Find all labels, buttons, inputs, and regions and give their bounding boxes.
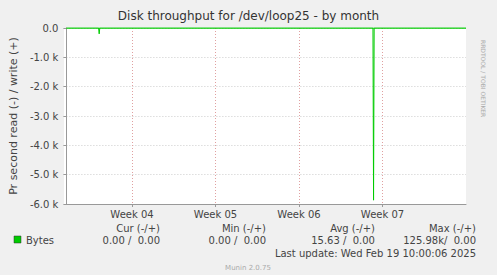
svg-text:-5.0 k: -5.0 k <box>30 169 59 180</box>
svg-text:Min (-/+): Min (-/+) <box>222 223 266 234</box>
svg-text:15.63 / 0.00: 15.63 / 0.00 <box>311 235 375 246</box>
svg-text:Week 07: Week 07 <box>361 209 404 220</box>
svg-text:Cur (-/+): Cur (-/+) <box>116 223 160 234</box>
svg-text:-1.0 k: -1.0 k <box>30 52 59 63</box>
svg-text:-4.0 k: -4.0 k <box>30 140 59 151</box>
svg-text:RRDTOOL / TOBI OETIKER: RRDTOOL / TOBI OETIKER <box>480 40 487 117</box>
svg-text:Disk throughput for /dev/loop2: Disk throughput for /dev/loop25 - by mon… <box>118 9 379 23</box>
svg-text:0.00 / 0.00: 0.00 / 0.00 <box>103 235 160 246</box>
svg-text:Munin 2.0.75: Munin 2.0.75 <box>225 264 271 272</box>
svg-text:0.00 / 0.00: 0.00 / 0.00 <box>209 235 266 246</box>
svg-text:Last update: Wed Feb 19 10:00:: Last update: Wed Feb 19 10:00:06 2025 <box>275 248 476 259</box>
svg-text:Max (-/+): Max (-/+) <box>429 223 476 234</box>
svg-text:-2.0 k: -2.0 k <box>30 81 59 92</box>
svg-text:125.98k/ 0.00: 125.98k/ 0.00 <box>403 235 476 246</box>
svg-text:-3.0 k: -3.0 k <box>30 111 59 122</box>
svg-text:Week 06: Week 06 <box>277 209 320 220</box>
svg-text:Pr second read (-) / write (+): Pr second read (-) / write (+) <box>7 37 20 195</box>
svg-text:-6.0 k: -6.0 k <box>30 199 59 210</box>
svg-text:Bytes: Bytes <box>26 235 54 246</box>
svg-text:Avg (-/+): Avg (-/+) <box>330 223 375 234</box>
svg-text:Week 05: Week 05 <box>194 209 237 220</box>
svg-text:Week 04: Week 04 <box>110 209 153 220</box>
svg-text:0.0: 0.0 <box>42 23 58 34</box>
